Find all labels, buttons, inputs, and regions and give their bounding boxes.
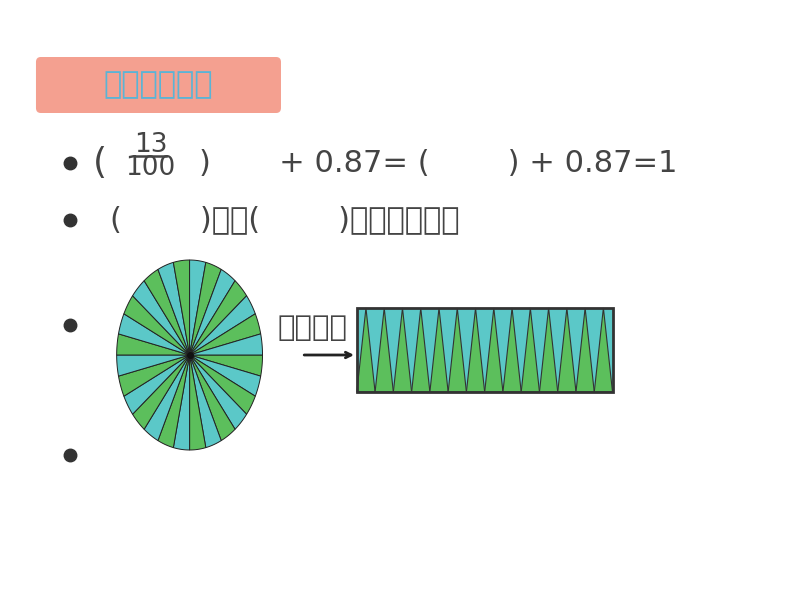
Polygon shape (357, 308, 375, 392)
FancyBboxPatch shape (36, 57, 281, 113)
Polygon shape (145, 269, 190, 355)
Polygon shape (190, 296, 256, 355)
Text: (: ( (93, 146, 107, 180)
Polygon shape (118, 355, 190, 396)
Polygon shape (190, 355, 206, 450)
Polygon shape (145, 355, 190, 440)
Text: 13: 13 (134, 132, 168, 158)
Polygon shape (190, 355, 263, 376)
Polygon shape (448, 308, 466, 392)
Polygon shape (539, 308, 557, 392)
Polygon shape (173, 355, 190, 450)
Polygon shape (190, 355, 260, 396)
Text: )       + 0.87= (        ) + 0.87=1: ) + 0.87= ( ) + 0.87=1 (199, 148, 678, 178)
Bar (357, 308, 612, 392)
Polygon shape (393, 308, 411, 392)
Polygon shape (190, 269, 235, 355)
Polygon shape (158, 355, 190, 448)
Polygon shape (190, 355, 222, 448)
Polygon shape (521, 308, 539, 392)
Polygon shape (557, 308, 576, 392)
Polygon shape (430, 308, 448, 392)
Polygon shape (133, 355, 190, 429)
Text: (        )数与(        )数之间的转化: ( )数与( )数之间的转化 (110, 206, 460, 234)
Text: 一、热身运动: 一、热身运动 (104, 70, 214, 100)
Polygon shape (484, 308, 503, 392)
Polygon shape (503, 308, 521, 392)
Polygon shape (190, 334, 263, 355)
Polygon shape (190, 260, 206, 355)
Polygon shape (594, 308, 612, 392)
Polygon shape (124, 296, 190, 355)
Polygon shape (375, 308, 393, 392)
Text: 圆的面积: 圆的面积 (277, 314, 347, 342)
Polygon shape (190, 355, 256, 414)
Polygon shape (117, 334, 190, 355)
Bar (357, 308, 612, 392)
Polygon shape (190, 355, 247, 429)
Polygon shape (190, 313, 260, 355)
Polygon shape (124, 355, 190, 414)
Polygon shape (173, 260, 190, 355)
Polygon shape (190, 355, 235, 440)
Polygon shape (133, 281, 190, 355)
Text: 100: 100 (125, 155, 175, 181)
Polygon shape (118, 313, 190, 355)
Polygon shape (411, 308, 430, 392)
Polygon shape (190, 262, 222, 355)
Polygon shape (576, 308, 594, 392)
Polygon shape (158, 262, 190, 355)
Polygon shape (466, 308, 484, 392)
Polygon shape (190, 281, 247, 355)
Polygon shape (117, 355, 190, 376)
